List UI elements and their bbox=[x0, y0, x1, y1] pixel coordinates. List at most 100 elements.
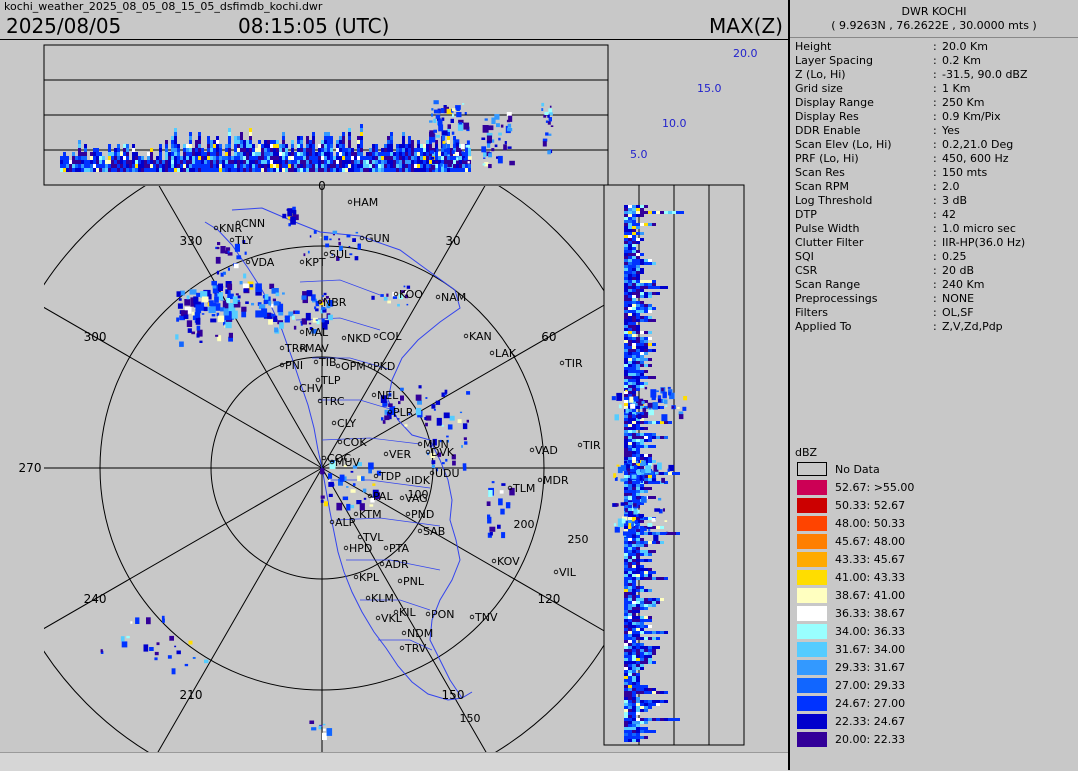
echo-cell bbox=[240, 164, 243, 168]
echo-cell bbox=[402, 156, 405, 160]
echo-cell bbox=[628, 649, 632, 652]
echo-cell bbox=[660, 700, 664, 703]
echo-cell bbox=[450, 152, 453, 156]
echo-cell bbox=[501, 532, 506, 539]
echo-cell bbox=[446, 108, 453, 115]
echo-cell bbox=[632, 205, 636, 208]
echo-cell bbox=[441, 424, 444, 427]
echo-cell bbox=[628, 424, 632, 427]
echo-cell bbox=[628, 727, 632, 730]
echo-cell bbox=[652, 496, 656, 499]
echo-cell bbox=[624, 244, 628, 247]
echo-cell bbox=[628, 346, 632, 349]
echo-cell bbox=[628, 625, 632, 628]
echo-cell bbox=[381, 160, 384, 164]
echo-cell bbox=[648, 211, 652, 214]
echo-cell bbox=[628, 334, 632, 337]
echo-cell bbox=[640, 700, 644, 703]
echo-cell bbox=[369, 164, 372, 168]
echo-cell bbox=[321, 318, 325, 323]
echo-cell bbox=[648, 691, 652, 694]
echo-cell bbox=[484, 118, 488, 121]
echo-cell bbox=[644, 574, 648, 577]
echo-cell bbox=[636, 424, 640, 427]
echo-cell bbox=[447, 136, 450, 140]
echo-cell bbox=[632, 211, 636, 214]
legend-entry: 45.67: 48.00 bbox=[797, 533, 1077, 551]
echo-cell bbox=[414, 168, 417, 172]
echo-cell bbox=[222, 160, 225, 164]
echo-cell bbox=[199, 302, 204, 307]
echo-cell bbox=[644, 412, 648, 415]
place-dot bbox=[317, 299, 323, 305]
echo-cell bbox=[644, 460, 648, 463]
echo-cell bbox=[640, 541, 644, 544]
echo-cell bbox=[623, 531, 629, 536]
echo-cell bbox=[276, 160, 279, 164]
legend-swatch bbox=[797, 714, 827, 729]
echo-cell bbox=[636, 619, 640, 622]
echo-cell bbox=[636, 550, 640, 553]
azimuth-spoke bbox=[44, 306, 323, 469]
echo-cell bbox=[99, 156, 102, 160]
echo-cell bbox=[171, 668, 176, 675]
echo-cell bbox=[628, 370, 632, 373]
param-row: Scan Range:240 Km bbox=[795, 278, 1078, 292]
echo-cell bbox=[306, 290, 313, 297]
echo-cell bbox=[648, 649, 652, 652]
echo-cell bbox=[186, 156, 189, 160]
echo-cell bbox=[652, 691, 656, 694]
echo-cell bbox=[312, 164, 315, 168]
echo-cell bbox=[657, 462, 662, 470]
echo-cell bbox=[636, 517, 640, 520]
echo-cell bbox=[632, 370, 636, 373]
echo-cell bbox=[628, 448, 632, 451]
echo-cell bbox=[626, 464, 631, 470]
echo-cell bbox=[632, 484, 636, 487]
echo-cell bbox=[453, 136, 456, 140]
echo-cell bbox=[644, 601, 648, 604]
param-value: OL,SF bbox=[942, 306, 974, 319]
echo-cell bbox=[102, 156, 105, 160]
echo-cell bbox=[345, 164, 348, 168]
echo-cell bbox=[624, 670, 628, 673]
echo-cell bbox=[288, 311, 294, 317]
echo-cell bbox=[624, 685, 628, 688]
echo-cell bbox=[636, 589, 640, 592]
echo-cell bbox=[640, 418, 644, 421]
echo-cell bbox=[660, 399, 664, 403]
echo-cell bbox=[624, 694, 628, 697]
echo-cell bbox=[636, 655, 640, 658]
echo-cell bbox=[327, 156, 330, 160]
echo-cell bbox=[636, 286, 640, 289]
radar-display[interactable]: 20.0 15.0 10.0 5.0 HAMGUNSULKPTKNRCNNTLY… bbox=[0, 40, 788, 752]
echo-cell bbox=[680, 211, 684, 214]
echo-cell bbox=[631, 523, 634, 527]
place-label: MUV bbox=[335, 456, 361, 469]
echo-cell bbox=[207, 136, 210, 140]
place-dot bbox=[235, 220, 241, 226]
echo-cell bbox=[318, 152, 321, 156]
echo-cell bbox=[652, 343, 656, 346]
place-dot bbox=[357, 534, 363, 540]
echo-cell bbox=[268, 319, 273, 325]
param-colon: : bbox=[933, 152, 937, 165]
echo-cell bbox=[632, 223, 636, 226]
param-value: 0.9 Km/Pix bbox=[942, 110, 1001, 123]
state-border bbox=[231, 207, 463, 699]
echo-cell bbox=[147, 152, 150, 156]
echo-cell bbox=[243, 144, 246, 148]
echo-cell bbox=[100, 649, 103, 653]
echo-cell bbox=[628, 244, 632, 247]
echo-cell bbox=[84, 164, 87, 168]
echo-cell bbox=[399, 164, 402, 168]
echo-cell bbox=[652, 571, 656, 574]
echo-cell bbox=[628, 325, 632, 328]
echo-cell bbox=[366, 156, 369, 160]
echo-cell bbox=[120, 152, 123, 156]
echo-cell bbox=[216, 156, 219, 160]
echo-cell bbox=[399, 148, 402, 152]
echo-cell bbox=[457, 419, 462, 423]
echo-cell bbox=[348, 132, 351, 136]
echo-cell bbox=[350, 489, 356, 493]
